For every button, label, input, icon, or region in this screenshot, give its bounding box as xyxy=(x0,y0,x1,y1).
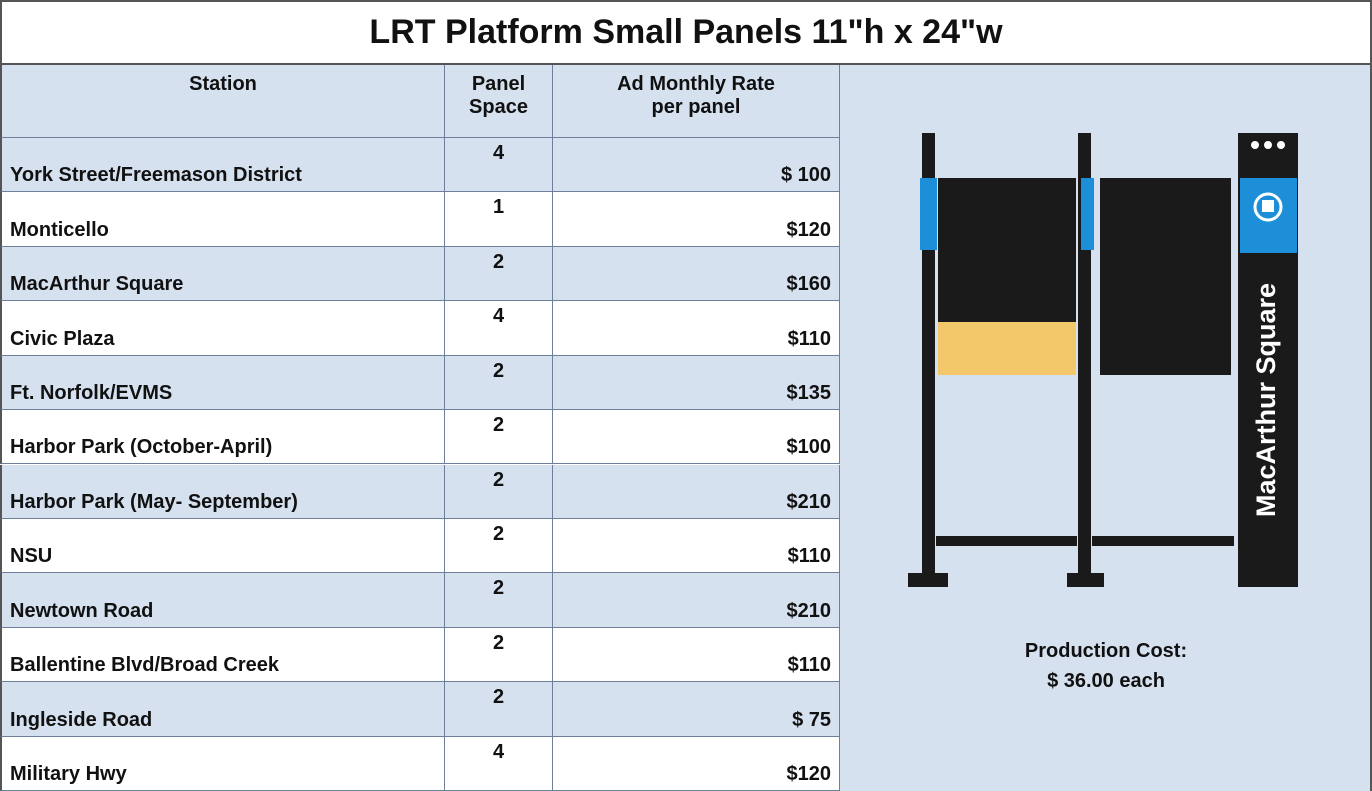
rate-text: $ 75 xyxy=(792,709,831,732)
rate-text: $ 100 xyxy=(781,164,831,187)
station-text: Harbor Park (October-April) xyxy=(10,436,272,459)
station-text: Monticello xyxy=(10,219,109,242)
panel-space-text: 4 xyxy=(493,741,504,764)
rate-text: $160 xyxy=(787,273,832,296)
station: Military Hwy xyxy=(0,737,445,791)
rate-text: $100 xyxy=(787,436,832,459)
station: Monticello xyxy=(0,192,445,246)
rate: $135 xyxy=(553,356,840,410)
station-text: Ingleside Road xyxy=(10,709,152,732)
panel-space-text: 2 xyxy=(493,360,504,383)
header-rate: Ad Monthly Rate per panel xyxy=(553,65,840,138)
rate: $110 xyxy=(553,519,840,573)
panel-space: 4 xyxy=(445,737,553,791)
panel-space-text: 2 xyxy=(493,632,504,655)
rate-text: $110 xyxy=(788,654,831,677)
station-text: Ballentine Blvd/Broad Creek xyxy=(10,654,279,677)
header-panel-space: Panel Space xyxy=(445,65,553,138)
station-text: MacArthur Square xyxy=(10,273,183,296)
station-text: Civic Plaza xyxy=(10,328,115,351)
panel-space: 2 xyxy=(445,628,553,682)
rate-text: $120 xyxy=(787,763,832,786)
rate: $120 xyxy=(553,192,840,246)
station: Harbor Park (May- September) xyxy=(0,465,445,519)
station-text: York Street/Freemason District xyxy=(10,164,302,187)
station-text: NSU xyxy=(10,545,52,568)
panel-space: 2 xyxy=(445,519,553,573)
sign-label: MacArthur Square xyxy=(1251,283,1281,517)
panel-space-text: 2 xyxy=(493,414,504,437)
panel-space: 2 xyxy=(445,465,553,519)
rate-text: $210 xyxy=(787,491,832,514)
station-text: Harbor Park (May- September) xyxy=(10,491,298,514)
panel-space: 2 xyxy=(445,247,553,301)
rate: $160 xyxy=(553,247,840,301)
station: Newtown Road xyxy=(0,573,445,627)
panel-space-text: 2 xyxy=(493,251,504,274)
page: LRT Platform Small Panels 11"h x 24"w Ma… xyxy=(0,0,1372,791)
rate: $ 100 xyxy=(553,138,840,192)
panel-space-text: 4 xyxy=(493,305,504,328)
rate: $210 xyxy=(553,573,840,627)
station-text: Military Hwy xyxy=(10,763,127,786)
panel-space: 2 xyxy=(445,682,553,736)
panel-space: 2 xyxy=(445,410,553,464)
panel-space-text: 2 xyxy=(493,686,504,709)
panel-space: 1 xyxy=(445,192,553,246)
rate-text: $110 xyxy=(788,328,831,351)
header-rate-text: Ad Monthly Rate per panel xyxy=(601,73,791,119)
panel-space: 4 xyxy=(445,138,553,192)
station: Ballentine Blvd/Broad Creek xyxy=(0,628,445,682)
station: MacArthur Square xyxy=(0,247,445,301)
panel-space-text: 2 xyxy=(493,577,504,600)
rate: $100 xyxy=(553,410,840,464)
station: NSU xyxy=(0,519,445,573)
station: Ingleside Road xyxy=(0,682,445,736)
station: Civic Plaza xyxy=(0,301,445,355)
rate-text: $110 xyxy=(788,545,831,568)
station-text: Ft. Norfolk/EVMS xyxy=(10,382,172,405)
panel-space-text: 2 xyxy=(493,469,504,492)
rate-text: $120 xyxy=(787,219,832,242)
station: Harbor Park (October-April) xyxy=(0,410,445,464)
panel-space: 2 xyxy=(445,356,553,410)
panel-space: 2 xyxy=(445,573,553,627)
rate: $110 xyxy=(553,628,840,682)
panel-space-text: 1 xyxy=(493,196,504,219)
header-station-text: Station xyxy=(189,73,257,96)
header-panel-space-text: Panel Space xyxy=(464,73,534,119)
rate: $ 75 xyxy=(553,682,840,736)
station: Ft. Norfolk/EVMS xyxy=(0,356,445,410)
production-cost-value: $ 36.00 each xyxy=(840,666,1372,696)
rate: $110 xyxy=(553,301,840,355)
station: York Street/Freemason District xyxy=(0,138,445,192)
panel-space-text: 2 xyxy=(493,523,504,546)
production-cost-label: Production Cost: xyxy=(840,636,1372,666)
panel-space: 4 xyxy=(445,301,553,355)
rate: $120 xyxy=(553,737,840,791)
rate-text: $135 xyxy=(787,382,832,405)
station-text: Newtown Road xyxy=(10,600,153,623)
production-cost: Production Cost: $ 36.00 each xyxy=(840,636,1372,696)
rate: $210 xyxy=(553,465,840,519)
header-station: Station xyxy=(0,65,445,138)
panel-space-text: 4 xyxy=(493,142,504,165)
rate-text: $210 xyxy=(787,600,832,623)
